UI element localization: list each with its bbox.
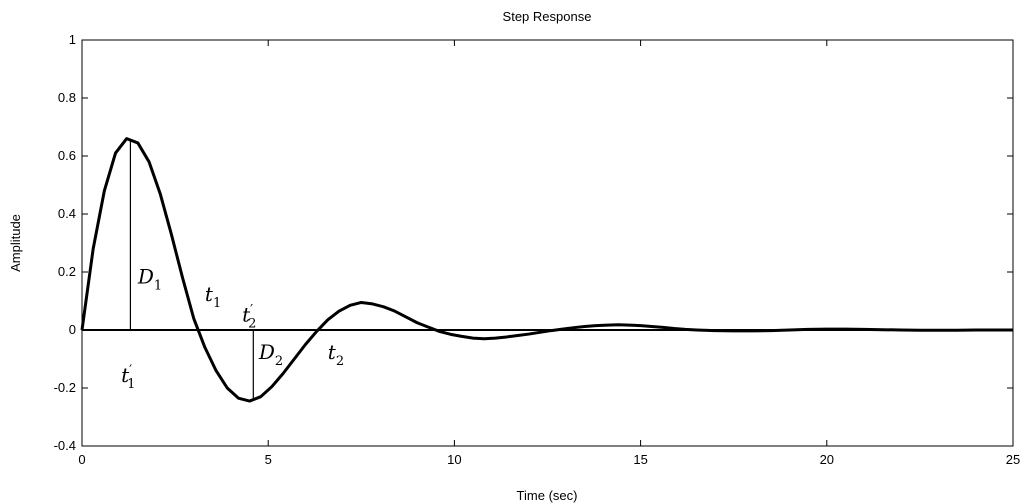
x-tick-label: 25 bbox=[1006, 452, 1020, 467]
y-tick-label: 0.2 bbox=[58, 264, 76, 279]
x-tick-label: 5 bbox=[265, 452, 272, 467]
x-tick-label: 0 bbox=[78, 452, 85, 467]
y-tick-label: 0.6 bbox=[58, 148, 76, 163]
y-tick-label: -0.2 bbox=[54, 380, 76, 395]
x-tick-label: 15 bbox=[633, 452, 647, 467]
x-axis-title: Time (sec) bbox=[517, 488, 578, 503]
y-axis-title: Amplitude bbox=[8, 214, 23, 272]
y-tick-label: -0.4 bbox=[54, 438, 76, 453]
y-tick-label: 1 bbox=[69, 32, 76, 47]
x-tick-label: 10 bbox=[447, 452, 461, 467]
step-response-line bbox=[82, 139, 1013, 401]
annotation-label: D1 bbox=[137, 265, 162, 294]
plot-frame bbox=[82, 40, 1013, 446]
y-tick-label: 0.8 bbox=[58, 90, 76, 105]
annotation-label: t′ 1 bbox=[121, 363, 135, 392]
x-tick-label: 20 bbox=[820, 452, 834, 467]
plot-area: 0 5 10 15 20 25 -0.4 -0.2 0 0.2 0.4 0.6 0.8 1 D1 t1 t′ 2D… bbox=[54, 32, 1021, 467]
chart-title: Step Response bbox=[503, 9, 592, 24]
annotation-label: D2 bbox=[258, 340, 283, 369]
annotation-label: t2 bbox=[328, 340, 344, 369]
annotation-label: t1 bbox=[205, 282, 221, 311]
y-tick-label: 0 bbox=[69, 322, 76, 337]
annotation-label: t′ 2 bbox=[242, 302, 256, 331]
y-tick-label: 0.4 bbox=[58, 206, 76, 221]
